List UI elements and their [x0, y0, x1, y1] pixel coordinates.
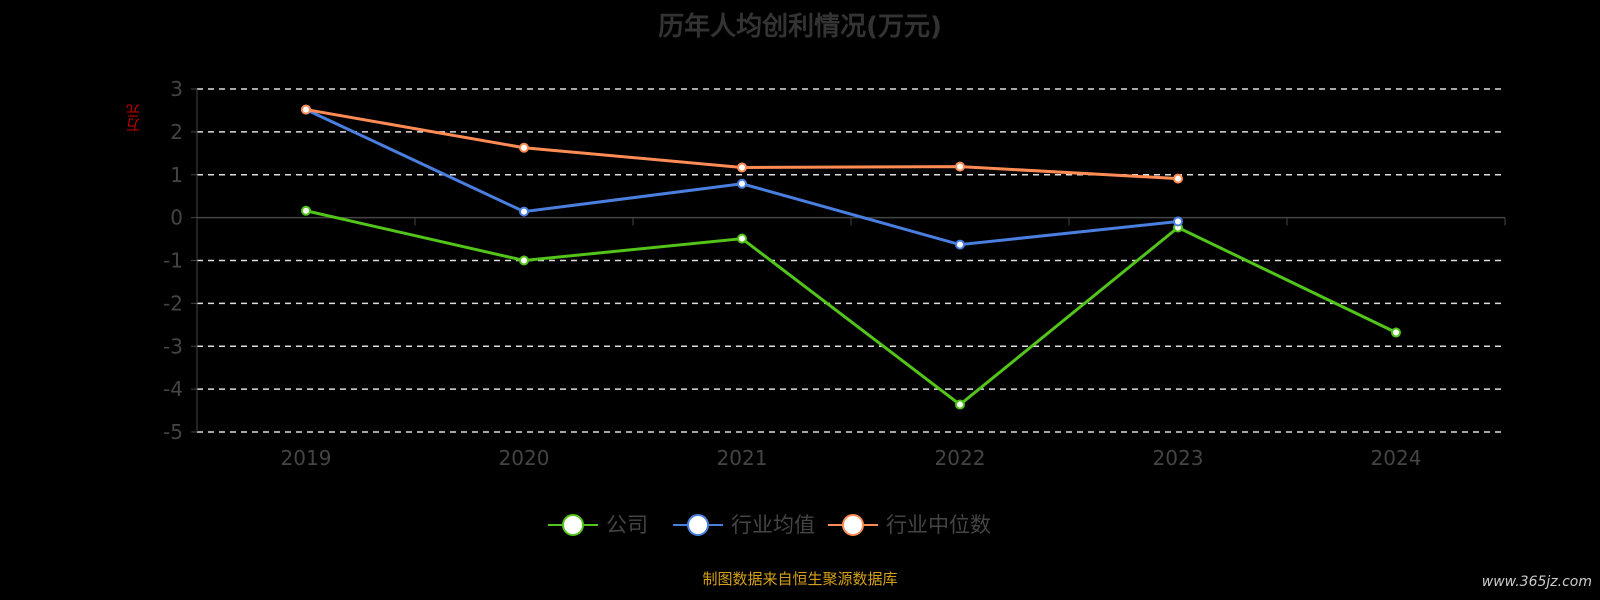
data-point: [519, 206, 529, 217]
x-tick-label: 2021: [717, 446, 768, 470]
data-point: [519, 142, 529, 153]
data-point: [955, 399, 965, 410]
y-tick-label: 2: [170, 120, 183, 144]
legend-marker: [842, 514, 864, 536]
legend-label: 行业均值: [731, 513, 815, 537]
x-tick-label: 2020: [499, 446, 550, 470]
y-tick-label: -3: [163, 334, 183, 358]
y-tick-label: -5: [163, 420, 183, 444]
x-tick-label: 2022: [935, 446, 986, 470]
watermark: www.365jz.com: [1481, 574, 1592, 590]
data-point: [1173, 173, 1183, 184]
data-point: [519, 255, 529, 266]
data-point: [737, 162, 747, 173]
y-tick-label: -1: [163, 249, 183, 273]
y-tick-label: -2: [163, 291, 183, 315]
y-tick-label: 0: [170, 206, 183, 230]
y-tick-label: 1: [170, 163, 183, 187]
data-point: [301, 104, 311, 115]
data-source-note: 制图数据来自恒生聚源数据库: [702, 570, 898, 588]
series-line: [305, 209, 1397, 407]
x-tick-label: 2023: [1153, 446, 1204, 470]
data-point: [955, 161, 965, 172]
legend-marker: [562, 514, 584, 536]
data-point: [955, 239, 965, 250]
x-tick-label: 2024: [1371, 446, 1422, 470]
data-point: [1173, 216, 1183, 227]
legend-marker: [687, 514, 709, 536]
data-point: [737, 178, 747, 189]
y-tick-label: -4: [163, 377, 183, 401]
data-point: [301, 205, 311, 216]
y-tick-label: 3: [170, 77, 183, 101]
chart-title: 历年人均创利情况(万元): [658, 12, 942, 42]
data-point: [737, 233, 747, 244]
legend-label: 公司: [606, 513, 648, 537]
data-point: [1391, 327, 1401, 338]
series-line: [305, 108, 1179, 247]
legend-label: 行业中位数: [886, 513, 991, 537]
x-tick-label: 2019: [281, 446, 332, 470]
